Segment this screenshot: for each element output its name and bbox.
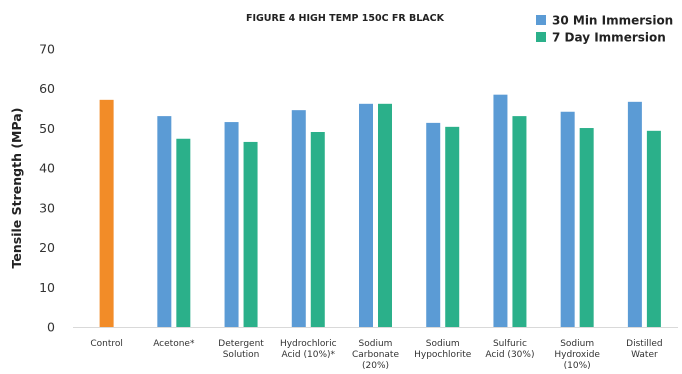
x-tick-label: Distilled Water — [626, 339, 662, 360]
x-tick-label: Sodium Hypochlorite — [414, 339, 472, 360]
y-tick-label: 60 — [39, 81, 55, 96]
bar-30-min — [493, 94, 508, 328]
bar-30-min — [359, 103, 373, 327]
x-tick-label: Sodium Hydroxide (10%) — [554, 339, 600, 371]
y-axis-label: Tensile Strength (MPa) — [9, 108, 24, 269]
x-axis-ticks: Control Acetone* Detergent Solution Hydrochl… — [90, 339, 662, 371]
bar-7-day — [512, 116, 527, 327]
x-tick-label: Control — [90, 339, 123, 349]
y-tick-label: 40 — [39, 161, 55, 176]
y-tick-label: 10 — [39, 280, 55, 295]
bar-7-day — [646, 130, 661, 327]
bar-7-day — [310, 132, 325, 327]
bars — [99, 94, 661, 328]
bar-7-day — [176, 138, 191, 327]
bar-7-day — [579, 128, 594, 327]
y-tick-label: 50 — [39, 121, 55, 136]
y-axis-ticks: 0 10 20 30 40 50 60 70 — [39, 42, 55, 335]
bar-30-min — [627, 101, 642, 327]
bar-7-day — [243, 141, 258, 327]
chart-title: FIGURE 4 HIGH TEMP 150C FR BLACK — [246, 13, 445, 24]
y-tick-label: 30 — [39, 200, 55, 215]
x-tick-label: Sodium Carbonate (20%) — [352, 339, 399, 371]
bar-30-min — [157, 116, 172, 327]
x-tick-label: Acetone* — [153, 339, 195, 349]
legend: 30 Min Immersion 7 Day Immersion — [536, 14, 673, 45]
x-tick-label: Detergent Solution — [218, 339, 264, 360]
legend-label: 30 Min Immersion — [552, 14, 673, 28]
bar-control — [99, 99, 114, 327]
legend-label: 7 Day Immersion — [552, 31, 666, 45]
x-tick-label: Sulfuric Acid (30%) — [485, 339, 534, 360]
y-tick-label: 20 — [39, 240, 55, 255]
bar-7-day — [445, 126, 460, 327]
bar-30-min — [291, 110, 306, 327]
y-tick-label: 70 — [39, 42, 55, 57]
legend-swatch — [536, 32, 546, 42]
x-tick-label: Hydrochloric Acid (10%)* — [280, 339, 337, 360]
bar-30-min — [560, 111, 575, 328]
bar-30-min — [426, 122, 441, 328]
bar-7-day — [378, 103, 392, 327]
legend-swatch — [536, 15, 546, 25]
y-tick-label: 0 — [47, 320, 55, 335]
bar-30-min — [224, 122, 239, 328]
